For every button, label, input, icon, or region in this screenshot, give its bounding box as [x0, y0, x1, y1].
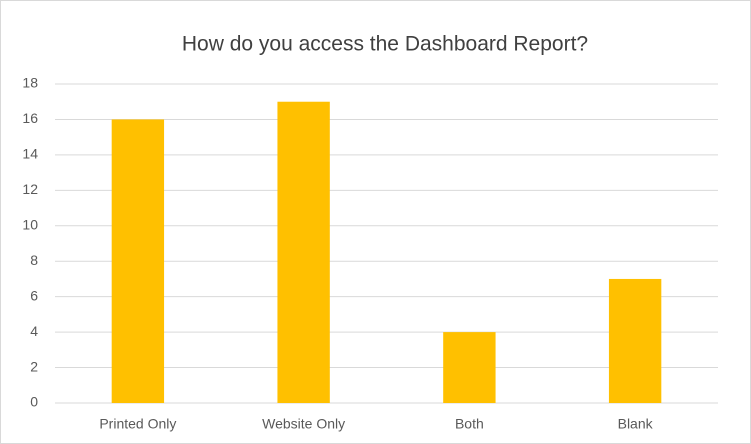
bar	[443, 332, 496, 403]
y-tick-label: 14	[22, 146, 38, 162]
y-tick-label: 18	[22, 75, 38, 91]
y-tick-label: 16	[22, 110, 38, 126]
x-tick-label: Both	[455, 416, 484, 432]
x-tick-label: Website Only	[262, 416, 345, 432]
bar	[277, 101, 330, 403]
y-tick-label: 8	[30, 252, 38, 268]
y-tick-label: 10	[22, 216, 38, 232]
bar	[608, 278, 662, 403]
y-tick-label: 2	[30, 358, 38, 374]
y-tick-label: 12	[22, 181, 38, 197]
x-tick-label: Blank	[618, 416, 654, 432]
chart-title: How do you access the Dashboard Report?	[182, 33, 588, 56]
bar	[111, 119, 165, 403]
y-tick-label: 4	[30, 323, 38, 339]
y-tick-label: 6	[30, 287, 38, 303]
x-tick-label: Printed Only	[99, 416, 176, 432]
y-tick-label: 0	[30, 394, 38, 410]
